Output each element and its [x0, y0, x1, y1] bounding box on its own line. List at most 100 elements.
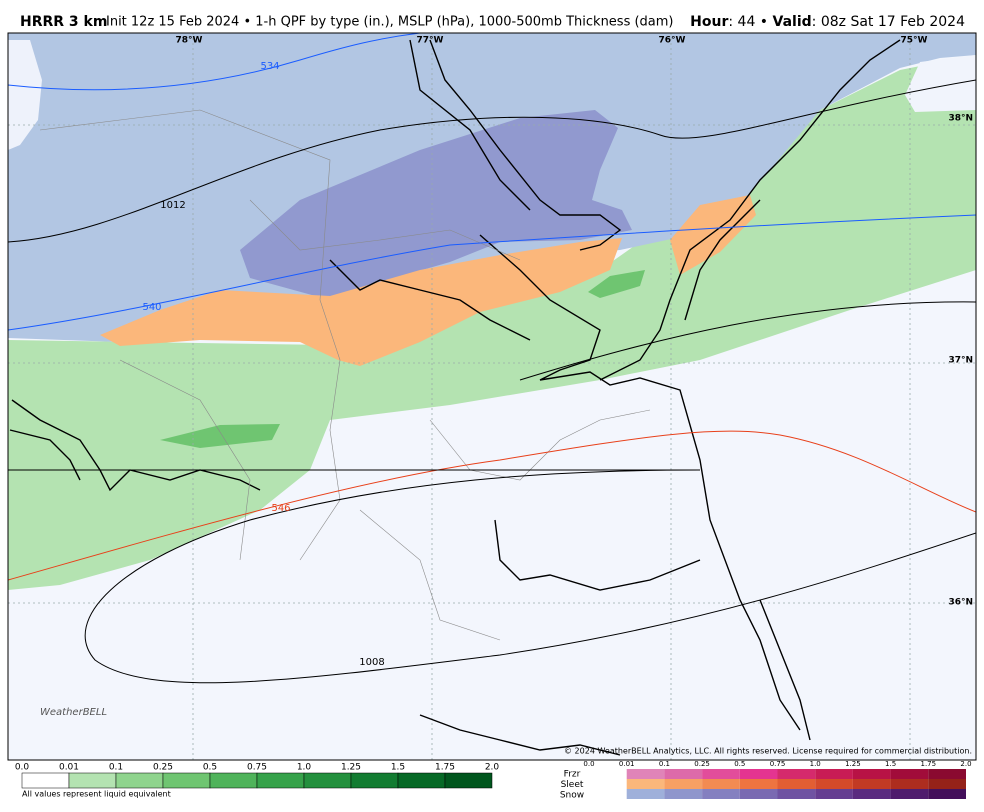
- isobar-1008: [8, 469, 976, 684]
- type-tick-label: 0.0: [583, 760, 594, 768]
- type-label: Snow: [560, 791, 584, 801]
- latitude-label: 36°N: [948, 598, 973, 608]
- sleet-area: [100, 238, 622, 366]
- qpf-tick-label: 1.75: [435, 763, 455, 773]
- hour-label: Hour: [690, 14, 728, 30]
- type-swatch: [739, 789, 778, 799]
- qpf-tick-label: 1.0: [297, 763, 312, 773]
- qpf-swatch: [68, 772, 117, 789]
- graticule: [8, 33, 976, 760]
- longitude-label: 75°W: [901, 36, 928, 46]
- type-swatch: [777, 769, 816, 779]
- qpf-swatch: [397, 772, 446, 789]
- type-swatch: [739, 779, 778, 789]
- hour: : 44 •: [728, 14, 768, 30]
- qpf-tick-label: 2.0: [485, 763, 500, 773]
- legend: All values represent liquid equivalent 0…: [15, 760, 972, 801]
- qpf-tick-label: 0.5: [203, 763, 217, 773]
- rain-moderate-area: [160, 424, 280, 448]
- type-swatch: [928, 789, 966, 799]
- description: Init 12z 15 Feb 2024 • 1-h QPF by type (…: [106, 15, 674, 30]
- copyright: © 2024 WeatherBELL Analytics, LLC. All r…: [564, 747, 972, 756]
- type-tick-label: 1.75: [921, 760, 937, 768]
- type-swatch: [664, 789, 703, 799]
- type-swatch: [815, 769, 853, 779]
- longitude-label: 76°W: [659, 36, 686, 46]
- type-tick-label: 1.5: [885, 760, 896, 768]
- rain-moderate-area: [588, 270, 645, 298]
- qpf-tick-label: 0.75: [247, 763, 267, 773]
- qpf-swatch: [162, 772, 211, 789]
- isobar: [519, 301, 976, 381]
- type-label: Sleet: [561, 780, 584, 790]
- latitude-label: 38°N: [948, 114, 973, 124]
- thickness-546: [8, 430, 976, 581]
- county-lines: [39, 109, 651, 641]
- qpf-swatch: [21, 772, 70, 789]
- clear-area: [8, 40, 42, 150]
- coastlines: [9, 39, 901, 756]
- type-swatch: [702, 779, 740, 789]
- type-label: Frzr: [564, 770, 581, 780]
- type-tick-label: 0.01: [619, 760, 635, 768]
- logo: WeatherBELL: [40, 707, 107, 718]
- thickness-label: 546: [271, 503, 290, 514]
- type-swatch: [739, 769, 778, 779]
- longitude-label: 78°W: [176, 36, 203, 46]
- type-tick-label: 2.0: [960, 760, 971, 768]
- type-swatch: [702, 769, 740, 779]
- isobar-1012: [8, 79, 976, 243]
- qpf-swatch: [209, 772, 258, 789]
- qpf-swatch: [444, 772, 493, 789]
- type-swatch: [777, 779, 816, 789]
- latitude-label: 37°N: [948, 356, 973, 366]
- type-swatch: [626, 789, 665, 799]
- type-tick-label: 0.1: [659, 760, 670, 768]
- type-tick-label: 1.0: [810, 760, 821, 768]
- map: WeatherBELL © 2024 WeatherBELL Analytics…: [7, 32, 977, 761]
- type-tick-label: 1.25: [845, 760, 861, 768]
- valid: : 08z Sat 17 Feb 2024: [812, 14, 965, 30]
- qpf-swatch: [350, 772, 399, 789]
- type-swatch: [815, 789, 853, 799]
- type-swatch: [626, 779, 665, 789]
- valid-info: Hour: 44 • Valid: 08z Sat 17 Feb 2024: [690, 14, 965, 30]
- pressure-label: 1012: [160, 200, 185, 211]
- qpf-tick-label: 1.25: [341, 763, 361, 773]
- type-swatch: [626, 769, 665, 779]
- thickness-label: 540: [142, 302, 161, 313]
- type-swatch: [815, 779, 853, 789]
- type-swatch: [890, 779, 929, 789]
- type-swatch: [777, 789, 816, 799]
- type-swatch: [702, 789, 740, 799]
- type-swatch: [852, 769, 891, 779]
- longitude-label: 77°W: [417, 36, 444, 46]
- map-frame: [7, 32, 977, 761]
- qpf-tick-label: 0.25: [153, 763, 173, 773]
- valid-label: Valid: [773, 14, 812, 30]
- qpf-tick-label: 1.5: [391, 763, 405, 773]
- thickness-534: [8, 33, 421, 91]
- type-swatch: [890, 769, 929, 779]
- qpf-tick-label: 0.01: [59, 763, 79, 773]
- type-swatch: [852, 789, 891, 799]
- type-swatch: [664, 779, 703, 789]
- qpf-tick-label: 0.0: [15, 763, 30, 773]
- snow-heavy-area: [240, 110, 632, 300]
- thickness-540: [8, 214, 976, 331]
- type-swatch: [928, 779, 966, 789]
- qpf-swatch: [303, 772, 352, 789]
- type-swatch: [852, 779, 891, 789]
- thickness-label: 534: [260, 61, 279, 72]
- model-name: HRRR 3 km: [20, 14, 107, 30]
- qpf-swatch: [256, 772, 305, 789]
- type-swatch: [664, 769, 703, 779]
- type-tick-label: 0.25: [694, 760, 710, 768]
- qpf-tick-label: 0.1: [109, 763, 123, 773]
- type-swatch: [890, 789, 929, 799]
- type-tick-label: 0.75: [770, 760, 786, 768]
- pressure-label: 1008: [359, 657, 384, 668]
- type-tick-label: 0.5: [734, 760, 745, 768]
